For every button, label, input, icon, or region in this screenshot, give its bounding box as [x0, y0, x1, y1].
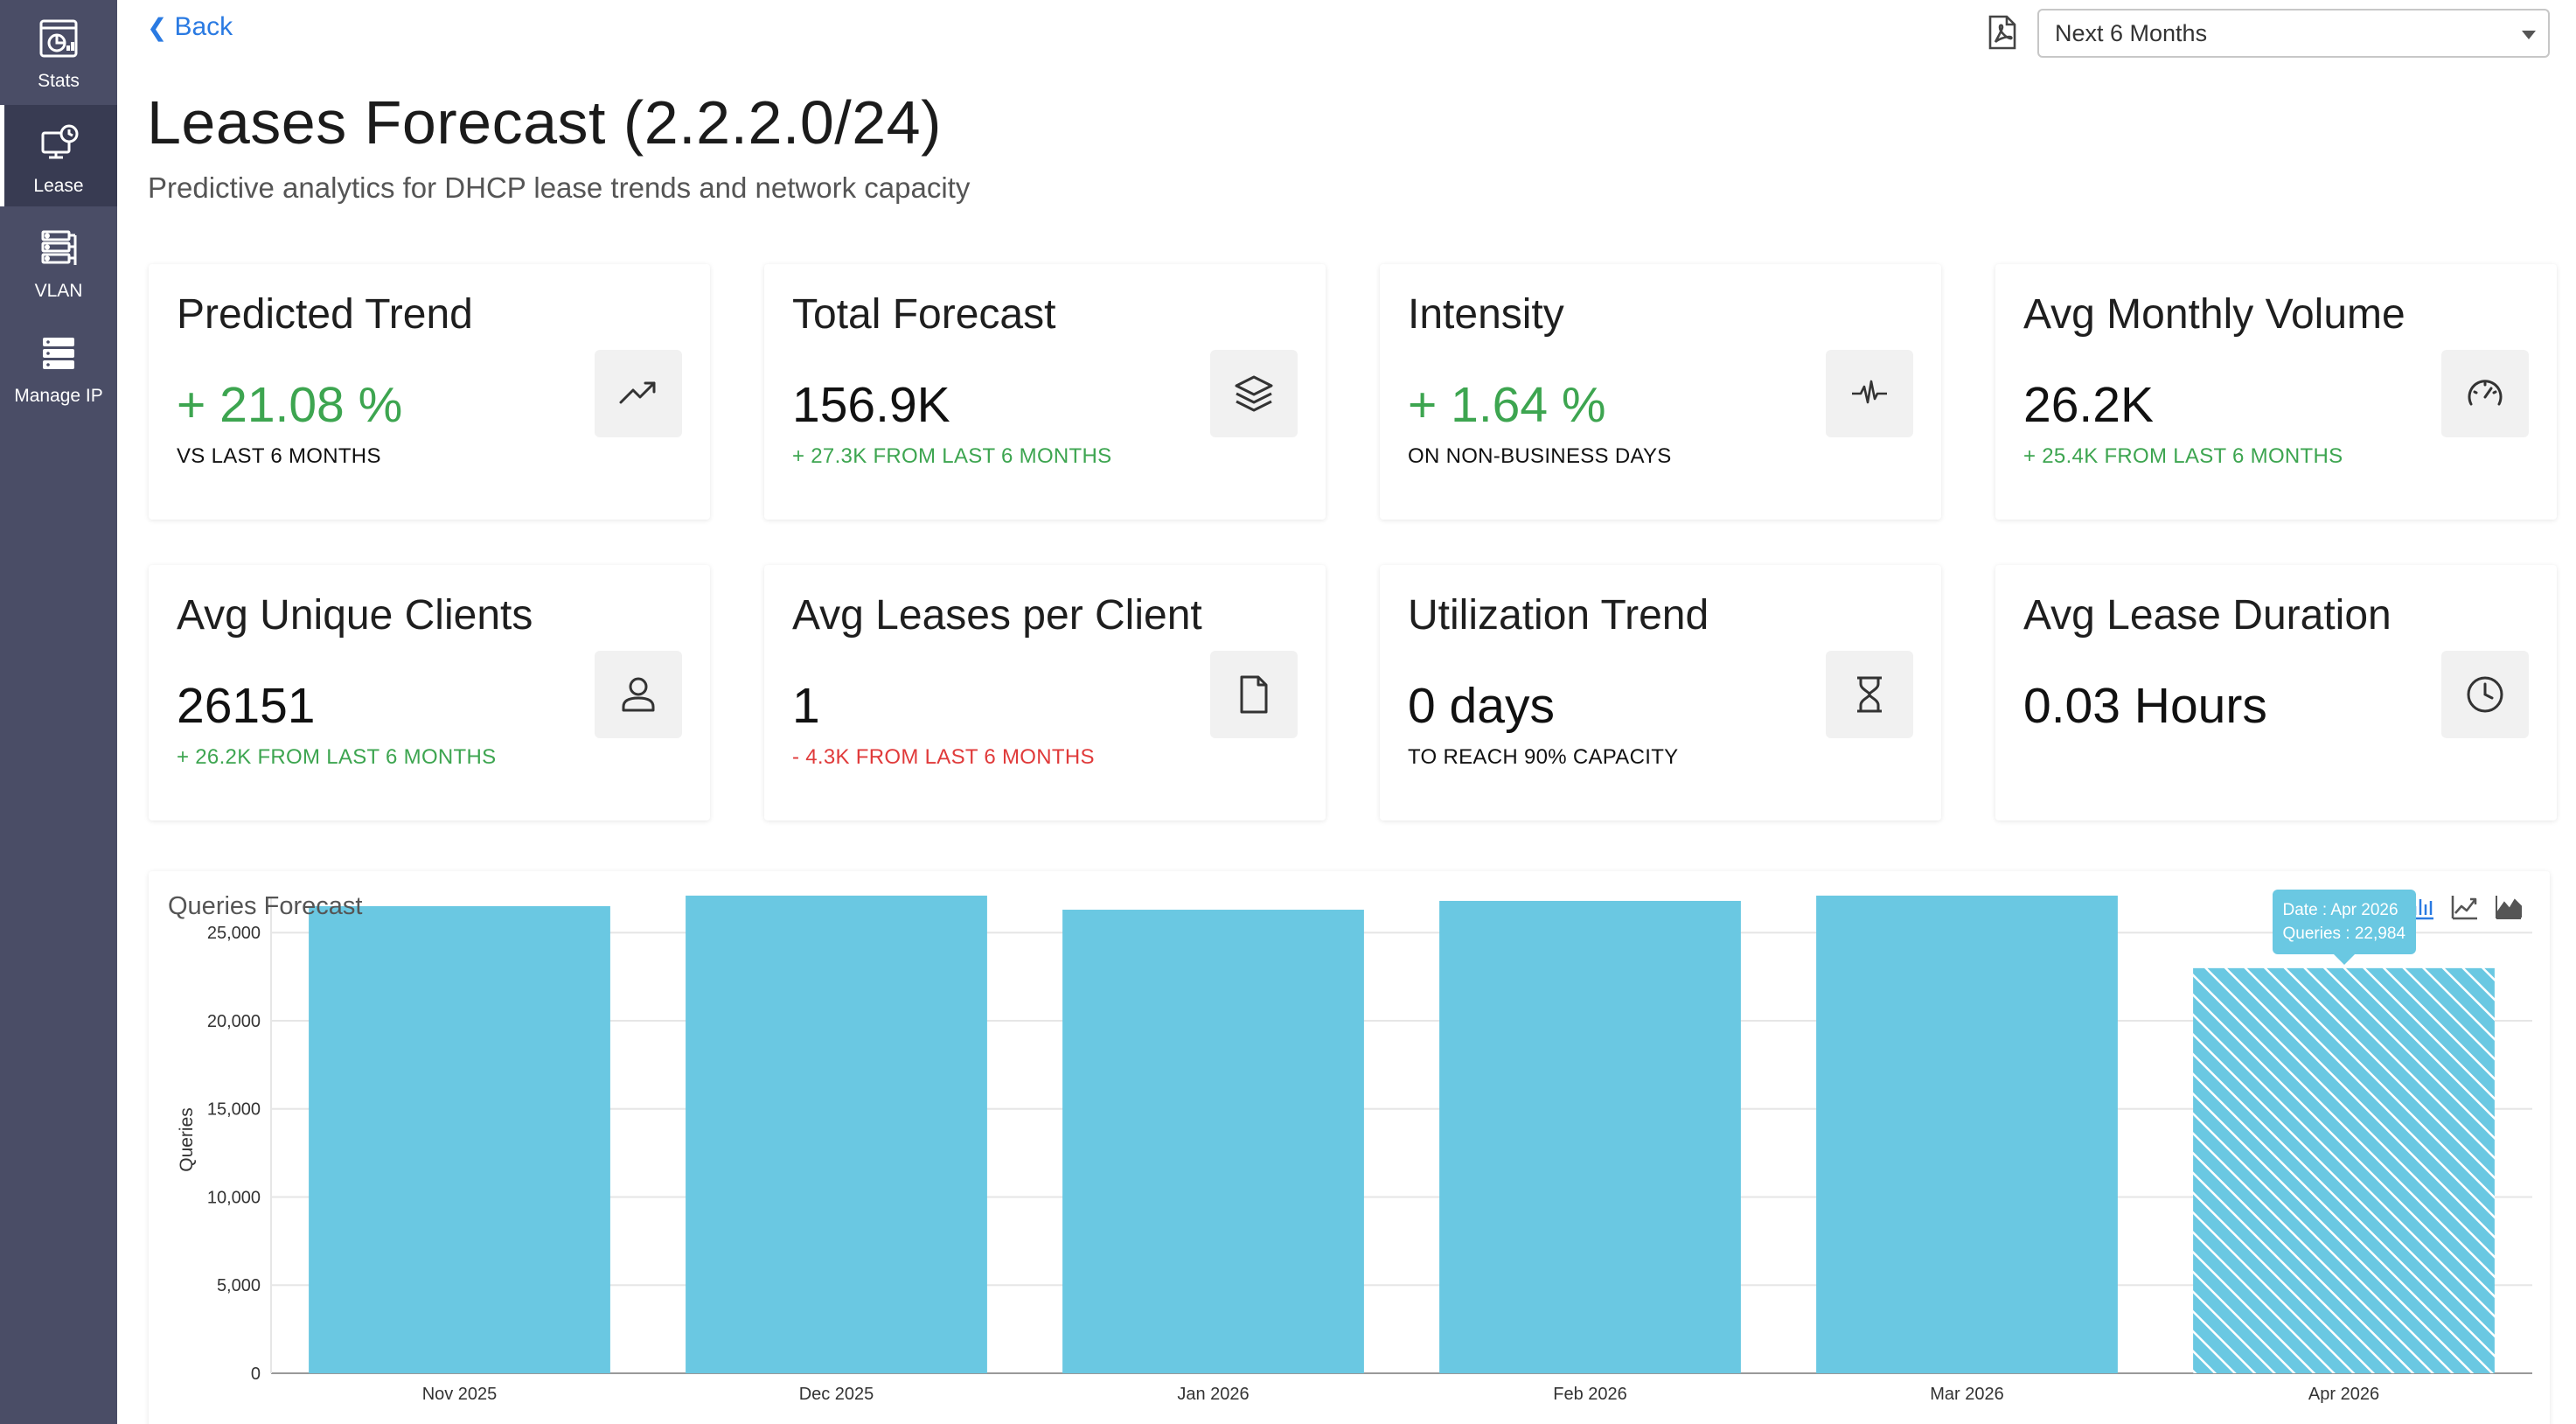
stat-card-avg-lease-duration: Avg Lease Duration 0.03 Hours: [1995, 565, 2557, 820]
sidebar: Stats Lease: [0, 0, 117, 1424]
back-link[interactable]: ❮ Back: [147, 12, 233, 42]
card-subtext: ON NON-BUSINESS DAYS: [1408, 444, 1672, 468]
card-subtext: + 25.4K FROM LAST 6 MONTHS: [2023, 444, 2343, 468]
bar[interactable]: [1062, 910, 1364, 1373]
card-value: 0.03 Hours: [2023, 678, 2267, 734]
pulse-icon: [1826, 350, 1913, 437]
sidebar-item-label: Manage IP: [14, 386, 103, 406]
page-subtitle: Predictive analytics for DHCP lease tren…: [148, 171, 971, 204]
chart-title: Queries Forecast: [168, 892, 363, 920]
layers-icon: [1210, 350, 1298, 437]
x-tick-label: Dec 2025: [799, 1385, 874, 1404]
card-value: 0 days: [1408, 678, 1555, 734]
y-tick-label: 5,000: [217, 1276, 261, 1295]
card-value: + 21.08 %: [177, 377, 403, 433]
card-title: Avg Monthly Volume: [2023, 291, 2405, 338]
card-title: Utilization Trend: [1408, 592, 1709, 639]
sidebar-item-label: Stats: [38, 71, 80, 91]
bar[interactable]: [309, 906, 610, 1373]
card-value: + 1.64 %: [1408, 377, 1606, 433]
y-axis-title: Queries: [177, 1107, 197, 1172]
forecast-range-select[interactable]: Next 6 Months: [2037, 9, 2550, 58]
stat-card-predicted-trend: Predicted Trend + 21.08 % VS LAST 6 MONT…: [149, 264, 710, 520]
card-value: 26.2K: [2023, 377, 2154, 433]
card-subtext: + 26.2K FROM LAST 6 MONTHS: [177, 745, 497, 769]
x-tick-label: Jan 2026: [1177, 1385, 1249, 1404]
stat-card-total-forecast: Total Forecast 156.9K + 27.3K FROM LAST …: [764, 264, 1326, 520]
range-select-value: Next 6 Months: [2055, 19, 2208, 46]
line-chart-icon[interactable]: [2450, 892, 2480, 922]
card-title: Avg Leases per Client: [792, 592, 1202, 639]
card-subtext: + 27.3K FROM LAST 6 MONTHS: [792, 444, 1112, 468]
x-tick-label: Feb 2026: [1553, 1385, 1627, 1404]
chevron-down-icon: [2522, 31, 2536, 39]
y-tick-label: 20,000: [207, 1012, 261, 1031]
sidebar-item-manage-ip[interactable]: Manage IP: [0, 315, 117, 416]
chevron-left-icon: ❮: [147, 13, 168, 41]
card-value: 1: [792, 678, 820, 734]
stat-card-utilization-trend: Utilization Trend 0 days TO REACH 90% CA…: [1380, 565, 1941, 820]
manage-ip-icon: [38, 332, 80, 379]
stat-card-avg-unique-clients: Avg Unique Clients 26151 + 26.2K FROM LA…: [149, 565, 710, 820]
lease-icon: [38, 122, 80, 169]
sidebar-item-stats[interactable]: Stats: [0, 0, 117, 101]
card-title: Avg Unique Clients: [177, 592, 533, 639]
card-subtext: TO REACH 90% CAPACITY: [1408, 745, 1679, 769]
sidebar-item-vlan[interactable]: VLAN: [0, 210, 117, 311]
bar[interactable]: [686, 895, 987, 1373]
bar[interactable]: [1816, 895, 2118, 1373]
area-chart-icon[interactable]: [2494, 892, 2524, 922]
vlan-icon: [38, 227, 80, 274]
x-tick-label: Mar 2026: [1930, 1385, 2004, 1404]
sidebar-item-lease[interactable]: Lease: [0, 105, 117, 206]
card-subtext: - 4.3K FROM LAST 6 MONTHS: [792, 745, 1095, 769]
card-value: 26151: [177, 678, 316, 734]
gauge-icon: [2441, 350, 2529, 437]
y-tick-label: 0: [251, 1365, 261, 1384]
back-label: Back: [174, 12, 233, 41]
bar[interactable]: [1439, 900, 1741, 1373]
stat-card-avg-monthly-volume: Avg Monthly Volume 26.2K + 25.4K FROM LA…: [1995, 264, 2557, 520]
queries-forecast-chart: 0 5,000 10,000 15,000 20,000 25,000 Queries Nov…: [149, 871, 2550, 1424]
stat-card-avg-leases-per-client: Avg Leases per Client 1 - 4.3K FROM LAST…: [764, 565, 1326, 820]
hourglass-icon: [1826, 651, 1913, 738]
card-title: Avg Lease Duration: [2023, 592, 2392, 639]
bar[interactable]: [2193, 967, 2495, 1373]
user-icon: [595, 651, 682, 738]
x-tick-label: Nov 2025: [422, 1385, 498, 1404]
y-tick-label: 10,000: [207, 1188, 261, 1207]
chart-canvas: 0 5,000 10,000 15,000 20,000 25,000 Queries Nov…: [177, 895, 2532, 1404]
clock-icon: [2441, 651, 2529, 738]
tooltip-date: Date : Apr 2026: [2282, 900, 2398, 919]
stat-card-intensity: Intensity + 1.64 % ON NON-BUSINESS DAYS: [1380, 264, 1941, 520]
file-icon: [1210, 651, 1298, 738]
card-subtext: VS LAST 6 MONTHS: [177, 444, 381, 468]
sidebar-item-label: Lease: [33, 176, 84, 196]
tooltip-queries: Queries : 22,984: [2282, 924, 2405, 943]
card-value: 156.9K: [792, 377, 950, 433]
pdf-export-icon[interactable]: [1987, 14, 2018, 51]
page-title: Leases Forecast (2.2.2.0/24): [147, 88, 942, 157]
trending-up-icon: [595, 350, 682, 437]
card-title: Total Forecast: [792, 291, 1056, 338]
stats-icon: [38, 17, 80, 64]
bar-tooltip: Date : Apr 2026 Queries : 22,984: [2272, 889, 2416, 965]
card-title: Intensity: [1408, 291, 1564, 338]
y-tick-label: 15,000: [207, 1100, 261, 1120]
sidebar-item-label: VLAN: [34, 281, 83, 301]
card-title: Predicted Trend: [177, 291, 473, 338]
x-tick-label: Apr 2026: [2308, 1385, 2379, 1404]
y-tick-label: 25,000: [207, 924, 261, 943]
